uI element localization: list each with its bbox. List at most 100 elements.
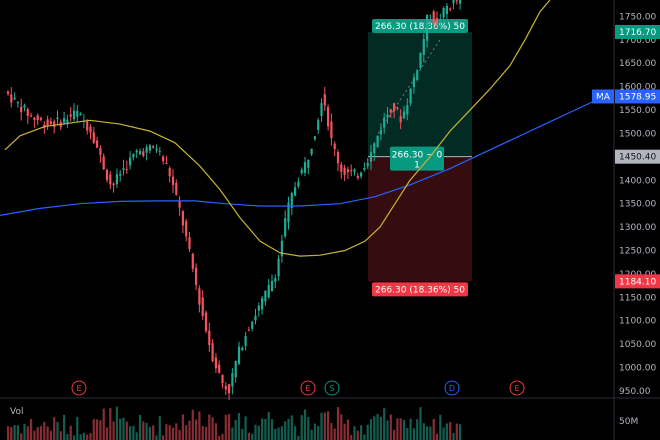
- candle-body: [442, 8, 445, 18]
- volume-bar: [257, 425, 260, 440]
- candle-body: [56, 117, 59, 120]
- volume-bar: [6, 426, 10, 440]
- volume-bar: [402, 419, 406, 440]
- candle-body: [148, 145, 151, 151]
- candle-body: [307, 159, 310, 168]
- volume-bar: [267, 411, 270, 440]
- candle-body: [112, 183, 115, 186]
- volume-bar: [406, 427, 409, 440]
- candle-body: [6, 91, 10, 94]
- volume-bar: [386, 420, 389, 440]
- volume-bar: [449, 421, 452, 440]
- candle-body: [409, 88, 412, 104]
- volume-bar: [343, 423, 346, 440]
- candle-body: [323, 94, 326, 106]
- price-tick-label: 1700.00: [619, 36, 656, 46]
- volume-bar: [33, 430, 36, 440]
- volume-bar: [290, 415, 293, 440]
- candle-body: [125, 169, 128, 171]
- ma-value-badge: MA 1578.95: [592, 89, 660, 104]
- stop-price-badge: 1184.10: [615, 274, 660, 289]
- volume-bar: [132, 425, 135, 440]
- event-earnings-marker: E: [509, 380, 525, 396]
- candle-body: [340, 164, 343, 172]
- volume-bar: [330, 422, 333, 440]
- candle-body: [284, 218, 287, 237]
- volume-bar: [280, 426, 283, 440]
- candle-body: [261, 298, 264, 310]
- event-label: S: [329, 384, 334, 393]
- candle-body: [310, 148, 313, 155]
- candle-body: [89, 126, 92, 133]
- volume-bar: [201, 426, 204, 440]
- volume-bar: [224, 414, 227, 440]
- candle-body: [115, 174, 118, 185]
- volume-bar: [56, 421, 59, 440]
- volume-bar: [429, 426, 432, 440]
- candle-body: [459, 0, 462, 4]
- candle-body: [277, 258, 280, 277]
- ma-value-badge-text: 1578.95: [619, 92, 656, 102]
- event-earnings-marker: E: [300, 380, 316, 396]
- volume-bar: [79, 434, 82, 440]
- volume-bar: [115, 406, 118, 440]
- volume-bar: [399, 418, 402, 440]
- volume-bar: [211, 417, 214, 440]
- candle-body: [234, 360, 237, 378]
- volume-bar: [148, 426, 151, 440]
- candle-body: [363, 168, 366, 170]
- candle-body: [452, 0, 455, 4]
- stop-price-badge-bg: [615, 274, 660, 289]
- volume-bar: [198, 411, 201, 440]
- candle-body: [20, 106, 23, 113]
- volume-bar: [422, 423, 425, 440]
- volume-bar: [442, 427, 445, 440]
- volume-bar: [102, 408, 105, 440]
- candle-body: [208, 330, 211, 346]
- candle-body: [191, 253, 194, 269]
- candle-body: [119, 174, 122, 176]
- volume-bar: [264, 418, 267, 440]
- candle-body: [158, 150, 161, 152]
- candle-body: [171, 176, 175, 185]
- candle-body: [109, 174, 112, 185]
- candle-body: [406, 105, 409, 115]
- candle-body: [290, 193, 293, 209]
- candle-body: [53, 121, 56, 128]
- volume-bar: [340, 414, 343, 440]
- volume-bar: [39, 426, 43, 440]
- candle-body: [36, 115, 39, 121]
- volume-bar: [13, 425, 16, 440]
- candle-body: [33, 117, 36, 121]
- candle-body: [63, 118, 66, 123]
- candle-body: [300, 169, 303, 174]
- stop-price-badge-text: 1184.10: [619, 277, 656, 287]
- volume-bar: [369, 419, 373, 440]
- candlestick-series: [6, 0, 462, 401]
- volume-bar: [303, 409, 307, 440]
- volume-bar: [59, 431, 62, 440]
- volume-bar: [195, 419, 198, 440]
- candle-body: [294, 187, 297, 196]
- candle-body: [76, 110, 79, 117]
- volume-bar: [300, 415, 303, 440]
- ma-value-badge-prefix: MA: [596, 92, 611, 102]
- candle-body: [135, 150, 138, 153]
- volume-bar: [323, 412, 326, 440]
- candle-body: [330, 121, 333, 139]
- volume-bar: [455, 423, 458, 440]
- price-scale: 1750.00 1700.00 1650.00 1600.00 1550.00 1500.…: [592, 0, 660, 440]
- candle-body: [402, 111, 406, 119]
- candle-body: [303, 162, 307, 173]
- candle-body: [237, 346, 241, 364]
- volume-bar: [426, 426, 429, 440]
- candle-body: [168, 168, 171, 177]
- volume-bar: [125, 421, 128, 440]
- volume-bar: [350, 435, 353, 440]
- volume-bar: [138, 414, 142, 440]
- candle-body: [201, 297, 204, 317]
- volume-bar: [129, 426, 132, 440]
